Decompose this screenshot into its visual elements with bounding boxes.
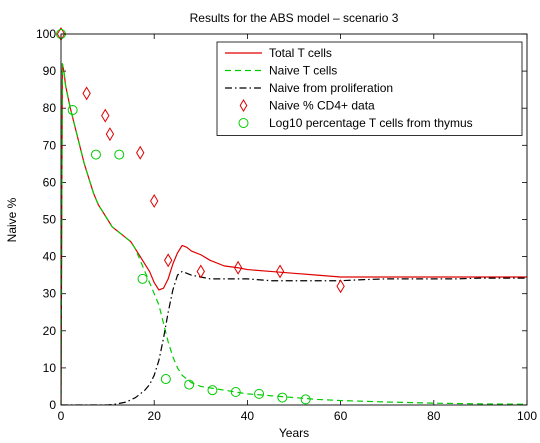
legend-marker-diamond (239, 99, 248, 112)
data-point-diamond (233, 260, 243, 275)
y-tick-label: 40 (43, 250, 57, 264)
x-tick-label: 20 (148, 409, 162, 423)
data-point-circle (300, 394, 311, 405)
y-tick-label: 10 (43, 361, 57, 375)
data-point-diamond (136, 145, 145, 160)
data-point-circle (67, 105, 78, 116)
y-tick-label: 30 (43, 287, 57, 301)
data-point-circle (230, 387, 241, 398)
legend-label-3: Naive from proliferation (269, 81, 393, 95)
data-point-diamond (196, 264, 205, 279)
legend-label-1: Total T cells (269, 46, 332, 60)
chart-title: Results for the ABS model – scenario 3 (190, 11, 399, 25)
data-point-circle (160, 374, 171, 385)
data-point-diamond (336, 279, 345, 294)
y-tick-label: 0 (49, 398, 56, 412)
x-tick-label: 40 (241, 409, 255, 423)
plot-frame (60, 33, 528, 406)
x-tick-label: 0 (58, 409, 65, 423)
legend-box (216, 41, 523, 136)
data-point-circle (137, 273, 148, 284)
data-point-diamond (275, 264, 285, 279)
data-point-circle (207, 385, 218, 396)
y-tick-label: 20 (43, 324, 57, 338)
legend-label-4: Naive % CD4+ data (269, 99, 375, 113)
x-axis-label: Years (279, 426, 309, 438)
data-point-diamond (163, 253, 173, 268)
data-point-diamond (105, 127, 115, 142)
x-tick-label: 60 (334, 409, 348, 423)
series-line-2 (61, 63, 527, 405)
legend: Total T cells Naive T cells Naive from pro… (216, 41, 523, 136)
y-tick-label: 50 (43, 213, 57, 227)
data-point-diamond (101, 108, 110, 123)
data-point-circle (184, 379, 195, 390)
y-tick-label: 100 (36, 27, 56, 41)
y-axis-label: Naive % (5, 197, 19, 242)
data-point-circle (277, 392, 288, 403)
y-tick-label: 60 (43, 175, 57, 189)
legend-marker-circle (238, 118, 249, 128)
legend-label-5: Log10 percentage T cells from thymus (269, 116, 473, 130)
x-tick-label: 100 (517, 409, 537, 423)
x-tick-label: 80 (427, 409, 441, 423)
data-point-circle (90, 149, 101, 160)
data-point-circle (114, 149, 125, 160)
series-line-3 (61, 270, 527, 405)
y-tick-label: 80 (43, 101, 57, 115)
data-point-circle (254, 388, 265, 399)
y-tick-label: 70 (43, 138, 57, 152)
y-tick-label: 90 (43, 64, 57, 78)
data-point-diamond (150, 193, 159, 208)
legend-label-2: Naive T cells (269, 64, 337, 78)
data-point-diamond (82, 86, 91, 101)
